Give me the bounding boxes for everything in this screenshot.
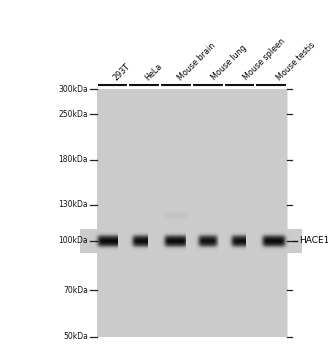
Text: 293T: 293T xyxy=(111,62,132,82)
Text: Mouse testis: Mouse testis xyxy=(275,40,317,82)
Text: 70kDa: 70kDa xyxy=(63,286,88,295)
Text: 50kDa: 50kDa xyxy=(63,332,88,341)
Text: Mouse brain: Mouse brain xyxy=(176,41,218,82)
Bar xyxy=(97,89,287,337)
Text: 100kDa: 100kDa xyxy=(58,237,88,245)
Text: HACE1: HACE1 xyxy=(299,237,328,245)
Text: 250kDa: 250kDa xyxy=(58,110,88,119)
Text: 130kDa: 130kDa xyxy=(58,200,88,209)
Text: Mouse spleen: Mouse spleen xyxy=(242,37,287,82)
Text: Mouse lung: Mouse lung xyxy=(209,43,248,82)
Text: HeLa: HeLa xyxy=(144,62,164,82)
Text: 300kDa: 300kDa xyxy=(58,85,88,94)
Text: 180kDa: 180kDa xyxy=(58,155,88,164)
